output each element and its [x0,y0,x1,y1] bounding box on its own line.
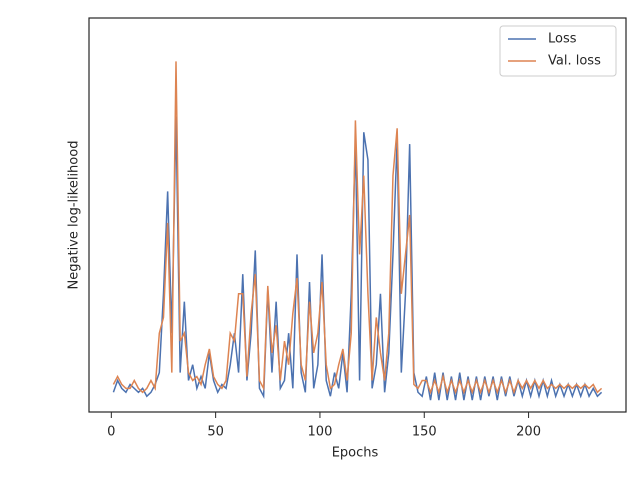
line-series [112,116,603,401]
x-axis-label: Epochs [332,446,379,461]
x-tick-label: 150 [412,425,437,440]
legend: Loss Val. loss [499,25,617,77]
plot-frame [88,17,627,413]
y-axis-label: Negative log-likelihood [67,141,82,290]
legend-label: Loss [548,32,577,47]
x-tick-label: 50 [207,425,224,440]
x-tick-label: 100 [308,425,333,440]
legend-label: Val. loss [548,54,601,69]
x-tick-label: 200 [516,425,541,440]
line-series [112,61,603,395]
x-tick-label: 0 [107,425,115,440]
